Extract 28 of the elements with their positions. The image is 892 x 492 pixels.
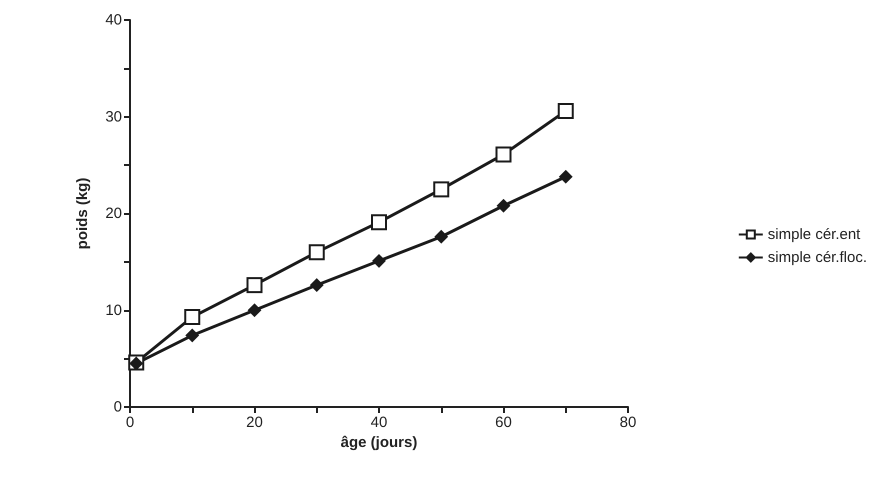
y-tick-label: 10 [105,302,122,319]
point [559,170,572,184]
y-tick-label: 20 [105,205,122,222]
y-axis-title: poids (kg) [74,178,91,250]
point [310,278,324,292]
point [558,102,574,119]
x-tick-label: 20 [246,414,263,431]
point [372,254,386,268]
point [186,328,199,342]
x-tick-label: 40 [370,414,388,431]
point [434,230,448,244]
x-tick-label: 80 [620,414,636,431]
x-axis-title: âge (jours) [340,434,418,451]
legend-label: simple cér.floc. [768,249,868,266]
point [433,181,450,198]
x-tick-label: 60 [495,414,512,431]
legend-label: simple cér.ent [768,226,862,243]
point [246,277,262,294]
point [184,309,200,326]
y-tick-label: 30 [105,108,122,126]
point [497,199,510,212]
point [308,244,325,260]
point [371,214,387,230]
point [496,146,512,162]
point [248,304,261,317]
y-tick-label: 0 [114,398,122,416]
y-tick-label: 40 [105,12,122,28]
x-tick-label: 0 [126,414,134,431]
